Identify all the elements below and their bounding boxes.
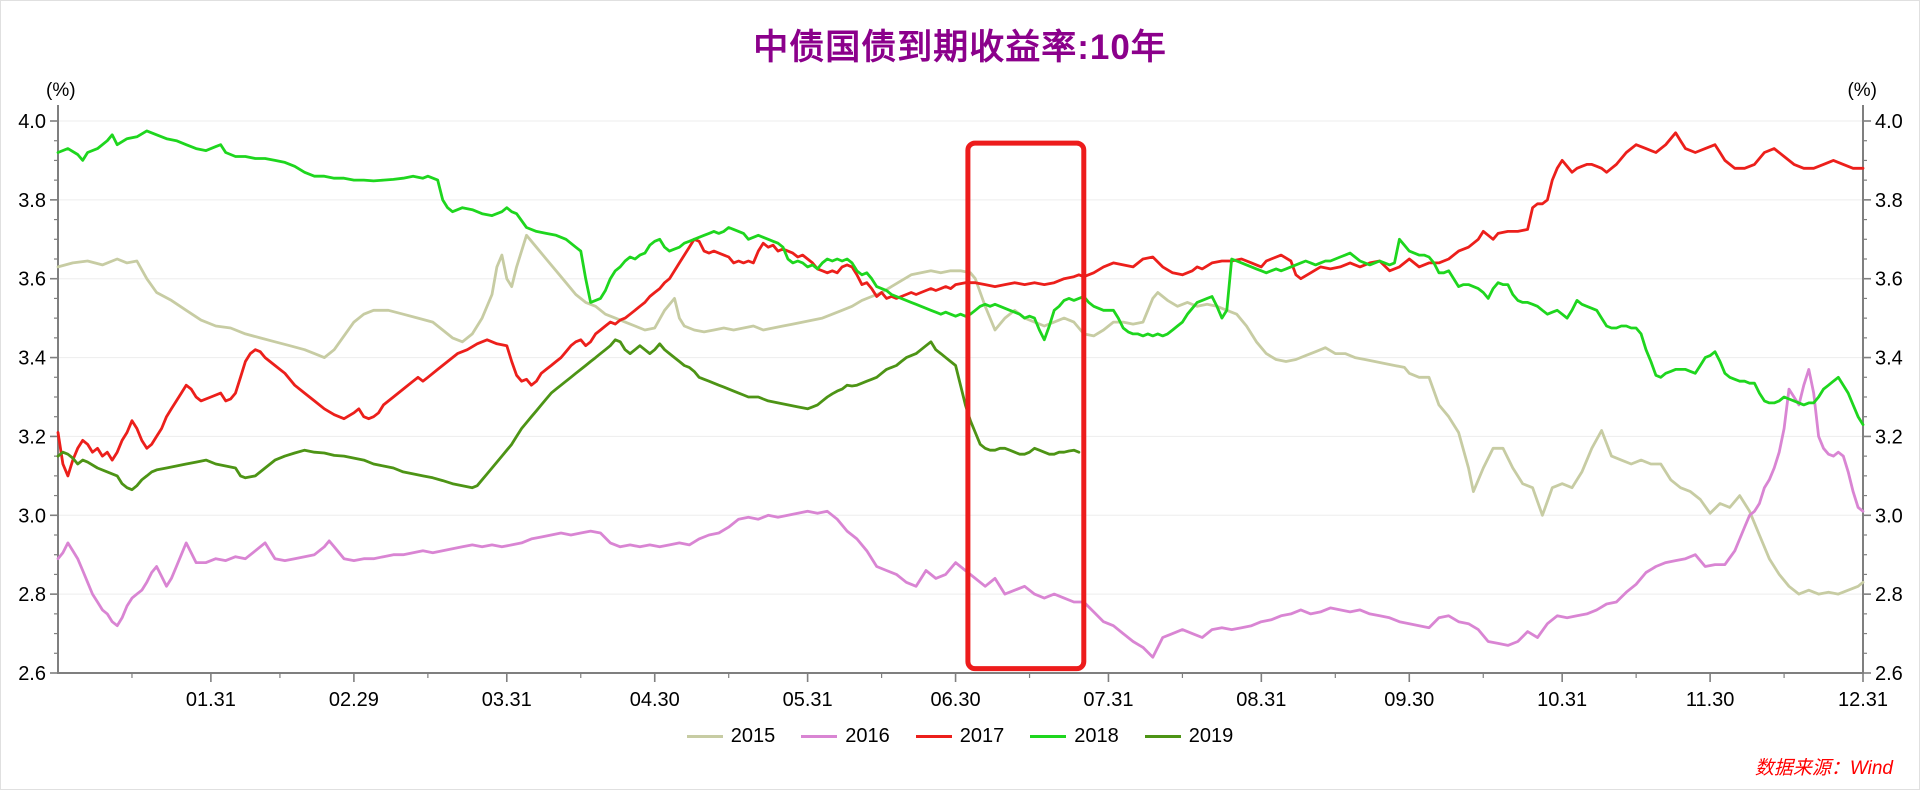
x-axis-label: 09.30 — [1384, 689, 1434, 711]
y-axis-label-left: 3.6 — [18, 269, 46, 291]
series-line-2016 — [56, 367, 1865, 659]
y-axis-unit-left: (%) — [46, 80, 76, 101]
x-axis-label: 01.31 — [186, 689, 236, 711]
y-axis-label-left: 2.8 — [18, 584, 46, 606]
series-line-2018 — [56, 129, 1865, 427]
legend-label-2016: 2016 — [845, 725, 890, 747]
legend-item-2017: 2017 — [915, 725, 1005, 748]
legend-label-2019: 2019 — [1188, 725, 1234, 747]
y-axis-label-right: 3.8 — [1875, 190, 1903, 212]
y-axis-label-right: 3.2 — [1875, 426, 1903, 448]
legend-label-2018: 2018 — [1074, 725, 1119, 747]
y-axis-label-right: 3.0 — [1875, 505, 1903, 527]
x-axis-label: 11.30 — [1686, 689, 1735, 711]
series-line-2015 — [56, 233, 1865, 596]
y-axis-label-left: 3.2 — [18, 426, 46, 448]
legend-label-2017: 2017 — [959, 725, 1005, 747]
y-axis-label-left: 4.0 — [18, 111, 46, 133]
x-axis-label: 12.31 — [1838, 689, 1888, 711]
legend-item-2016: 2016 — [801, 725, 890, 748]
y-axis-label-right: 3.4 — [1875, 348, 1903, 370]
y-axis-label-right: 2.8 — [1875, 584, 1903, 606]
legend-item-2015: 2015 — [686, 725, 776, 748]
legend-item-2019: 2019 — [1144, 725, 1234, 748]
chart-legend: 2015 2016 2017 2018 2019 — [1, 725, 1919, 748]
legend-swatch-2015 — [686, 735, 723, 738]
y-axis-label-left: 3.4 — [18, 348, 46, 370]
y-axis-unit-right: (%) — [1847, 80, 1877, 101]
y-axis-label-left: 3.0 — [18, 505, 46, 527]
y-axis-label-left: 3.8 — [18, 190, 46, 212]
y-axis-label-right: 4.0 — [1875, 111, 1903, 133]
y-axis-label-right: 3.6 — [1875, 269, 1903, 291]
y-axis-label-right: 2.6 — [1875, 663, 1903, 685]
legend-swatch-2017 — [915, 735, 952, 738]
x-axis-label: 10.31 — [1537, 689, 1587, 711]
x-axis-label: 08.31 — [1236, 689, 1286, 711]
series-line-2017 — [56, 131, 1865, 478]
x-axis-label: 04.30 — [630, 689, 680, 711]
chart-title: 中债国债到期收益率:10年 — [753, 28, 1167, 67]
series-line-2019 — [56, 338, 1081, 492]
legend-swatch-2018 — [1030, 735, 1067, 738]
x-axis-label: 05.31 — [783, 689, 833, 711]
x-axis-label: 07.31 — [1083, 689, 1133, 711]
legend-swatch-2019 — [1144, 735, 1181, 738]
x-axis-label: 06.30 — [931, 689, 981, 711]
legend-item-2018: 2018 — [1030, 725, 1119, 748]
highlight-box — [965, 140, 1087, 672]
y-axis-label-left: 2.6 — [18, 663, 46, 685]
legend-swatch-2016 — [801, 735, 838, 738]
legend-label-2015: 2015 — [730, 725, 776, 747]
x-axis-label: 03.31 — [482, 689, 532, 711]
data-source-note: 数据来源：Wind — [1754, 758, 1893, 779]
x-axis-label: 02.29 — [329, 689, 379, 711]
